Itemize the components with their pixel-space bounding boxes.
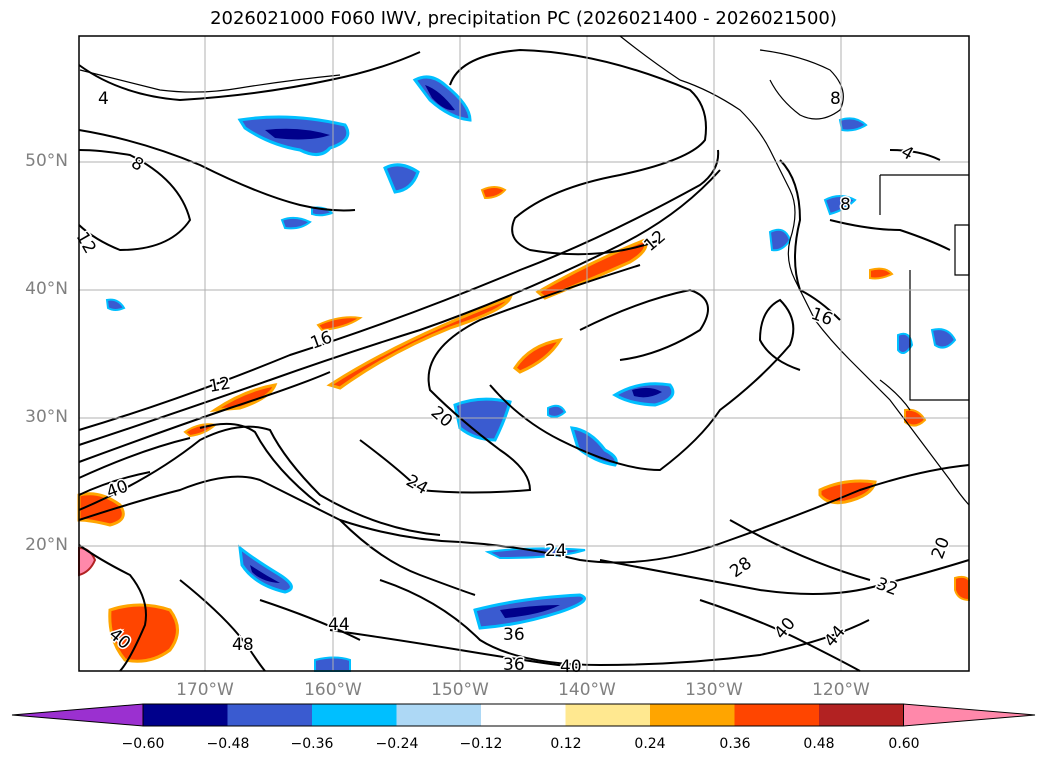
lon-label-160w: 160°W bbox=[304, 680, 362, 700]
colorbar-segment bbox=[565, 704, 650, 726]
coastlines bbox=[79, 35, 970, 506]
colorbar-segment bbox=[227, 704, 312, 726]
colorbar-tick: 0.36 bbox=[719, 736, 751, 752]
iwv-contours bbox=[78, 48, 970, 672]
colorbar-tick: −0.36 bbox=[290, 736, 334, 752]
colorbar-segment bbox=[396, 704, 481, 726]
lat-label-30n: 30°N bbox=[25, 407, 68, 427]
lon-label-150w: 150°W bbox=[431, 680, 489, 700]
colorbar-tick: 0.24 bbox=[634, 736, 666, 752]
map-frame bbox=[78, 35, 970, 672]
colorbar-segment bbox=[650, 704, 735, 726]
colorbar-tick: 0.12 bbox=[550, 736, 582, 752]
contour-label: 36 bbox=[503, 655, 525, 675]
colorbar-segment bbox=[312, 704, 397, 726]
contour-label: 4 bbox=[98, 89, 109, 109]
colorbar-tick: −0.24 bbox=[375, 736, 419, 752]
colorbar-tick: 0.60 bbox=[888, 736, 920, 752]
lat-label-20n: 20°N bbox=[25, 535, 68, 555]
contour-label: 8 bbox=[840, 195, 851, 215]
colorbar-segment bbox=[734, 704, 819, 726]
colorbar-segment bbox=[481, 704, 566, 726]
colorbar-segment bbox=[819, 704, 904, 726]
map-title: 2026021000 F060 IWV, precipitation PC (2… bbox=[210, 8, 837, 29]
contour-label: 44 bbox=[328, 615, 350, 635]
lat-label-50n: 50°N bbox=[25, 151, 68, 171]
lon-label-170w: 170°W bbox=[176, 680, 234, 700]
colorbar-extend-min bbox=[11, 703, 144, 727]
contour-label: 48 bbox=[232, 635, 254, 655]
colorbar-tick: 0.48 bbox=[803, 736, 835, 752]
lon-label-120w: 120°W bbox=[812, 680, 870, 700]
contour-label: 36 bbox=[503, 625, 525, 645]
colorbar-segment bbox=[143, 704, 228, 726]
colorbar bbox=[11, 703, 1036, 727]
precip-shading bbox=[77, 75, 970, 672]
contour-label: 12 bbox=[207, 373, 232, 396]
lat-label-40n: 40°N bbox=[25, 279, 68, 299]
contour-label: 24 bbox=[545, 541, 567, 561]
colorbar-extend-max bbox=[903, 703, 1036, 727]
colorbar-tick: −0.48 bbox=[206, 736, 250, 752]
contour-label: 8 bbox=[830, 89, 841, 109]
map-background bbox=[79, 36, 969, 671]
colorbar-tick: −0.60 bbox=[121, 736, 165, 752]
lon-label-130w: 130°W bbox=[685, 680, 743, 700]
contour-label: 40 bbox=[560, 657, 582, 677]
colorbar-outline bbox=[142, 703, 904, 727]
lon-label-140w: 140°W bbox=[558, 680, 616, 700]
colorbar-tick: −0.12 bbox=[459, 736, 503, 752]
graticule bbox=[79, 36, 969, 671]
